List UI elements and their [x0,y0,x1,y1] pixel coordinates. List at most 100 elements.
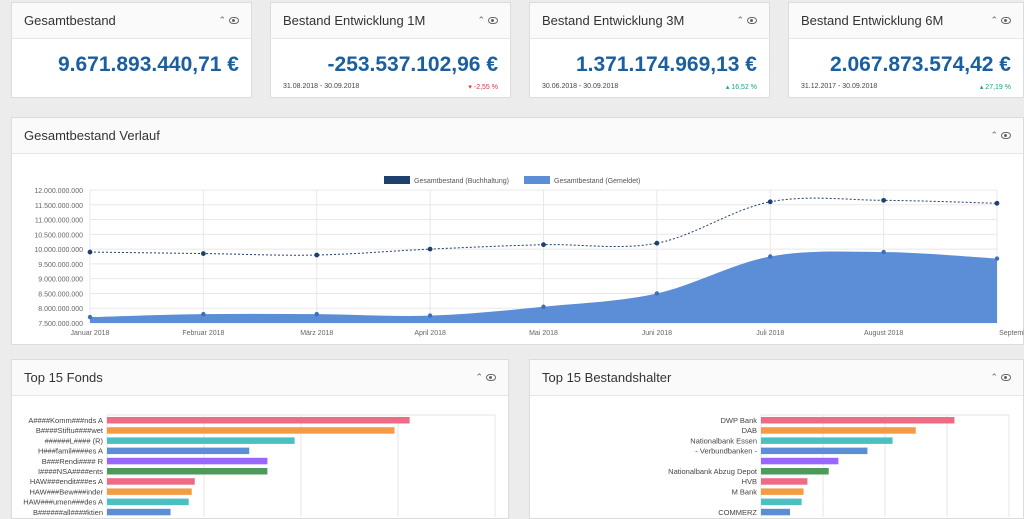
eye-icon[interactable] [488,17,498,24]
bar [761,417,955,424]
chevron-up-icon[interactable]: ⌃ [990,15,998,25]
bar-label: HVB [742,477,757,486]
top-fonds-panel: Top 15 Fonds ⌃ A####Komm###nds A B####Sti… [11,359,509,519]
x-tick-label: Januar 2018 [71,330,110,337]
bar [761,427,916,434]
bar-label: H###famil####es A [38,447,103,456]
bar [107,447,250,455]
legend-swatch [384,176,410,184]
y-tick-label: 10.500.000.000 [34,232,83,239]
fonds-bar-chart: A####Komm###nds AB####Stiftu####wet#####… [23,414,496,517]
chevron-up-icon[interactable]: ⌃ [475,372,483,382]
chevron-up-icon[interactable]: ⌃ [218,15,226,25]
chevron-up-icon[interactable]: ⌃ [736,15,744,25]
data-point [200,251,206,256]
data-point [87,249,93,255]
bar-label: Nationalbank Essen [690,436,757,445]
bar [107,478,195,485]
kpi-value: 2.067.873.574,42 € [829,53,1011,76]
bar-label: Nationalbank Abzug Depot [668,467,758,476]
data-point [201,311,206,317]
eye-icon[interactable] [229,17,239,24]
bar [107,427,395,434]
x-tick-label: September 2018 [999,330,1024,337]
data-point [541,304,546,309]
x-tick-label: März 2018 [300,330,333,337]
bar [107,457,268,465]
legend-swatch [524,176,550,184]
x-tick-label: August 2018 [864,330,903,337]
bar-label: DWP Bank [720,416,757,425]
top-halter-panel: Top 15 Bestandshalter ⌃ DWP Bank DAB Natio… [529,359,1024,519]
y-tick-label: 9.500.000.000 [38,262,83,269]
kpi-title: Bestand Entwicklung 6M [801,13,944,28]
kpi-value: 1.371.174.969,13 € [575,53,757,76]
bar [761,478,808,485]
bar-label: B######all####ktien [33,508,103,517]
data-point [87,314,93,320]
data-point [654,291,660,296]
bar-label: HAW###umen###des A [23,498,103,507]
y-tick-label: 8.000.000.000 [38,306,83,313]
chevron-up-icon[interactable]: ⌃ [990,372,998,382]
kpi-range: 31.12.2017 - 30.09.2018 [801,83,878,90]
data-point [768,254,773,259]
chevron-up-icon[interactable]: ⌃ [990,130,998,140]
bar [761,468,829,475]
data-point [314,311,319,317]
data-point [994,200,1000,206]
bar [107,468,268,475]
kpi-range: 30.06.2018 - 30.09.2018 [542,83,619,90]
eye-icon[interactable] [1001,17,1011,24]
kpi-title: Bestand Entwicklung 3M [542,13,685,28]
legend-label: Gesamtbestand (Gemeldet) [554,178,640,185]
bar [107,508,171,516]
bar [761,437,893,444]
bar [761,498,802,506]
y-tick-label: 7.500.000.000 [38,321,83,328]
x-tick-label: Mai 2018 [529,330,558,337]
eye-icon[interactable] [747,17,757,24]
bar [107,417,410,424]
data-point [314,252,320,258]
bar-label: B####Stiftu####wet [36,426,104,435]
x-tick-label: Februar 2018 [182,330,224,337]
data-point [427,313,433,318]
panel-title: Top 15 Fonds [24,370,103,385]
panel-title: Top 15 Bestandshalter [542,370,672,385]
kpi-card-gesamtbestand: Gesamtbestand ⌃ 9.671.893.440,71 € [11,2,252,98]
bar [761,488,804,495]
bar [107,488,192,495]
data-point [427,246,433,252]
eye-icon[interactable] [486,374,496,381]
bar-label: - Verbundbanken - [695,447,757,456]
kpi-range: 31.08.2018 - 30.09.2018 [283,83,360,90]
bar-label: ######L#### (R) [45,436,104,445]
kpi-title: Gesamtbestand [24,13,116,28]
bar [107,498,189,506]
bar [107,437,295,444]
kpi-card-3m: Bestand Entwicklung 3M ⌃ 1.371.174.969,1… [529,2,770,98]
bar [761,508,791,516]
data-point [654,240,660,246]
bar-label: HAW###Bew###inder [29,487,103,496]
kpi-value: -253.537.102,96 € [327,53,498,76]
verlauf-panel: Gesamtbestand Verlauf ⌃ Gesamtbestand (B… [11,117,1024,345]
data-point [994,256,1000,261]
x-tick-label: Juni 2018 [642,330,672,337]
legend-label: Gesamtbestand (Buchhaltung) [414,178,509,185]
y-tick-label: 11.500.000.000 [35,203,83,210]
kpi-value: 9.671.893.440,71 € [57,53,239,76]
kpi-card-6m: Bestand Entwicklung 6M ⌃ 2.067.873.574,4… [788,2,1024,98]
y-tick-label: 11.000.000.000 [35,218,83,225]
x-tick-label: April 2018 [414,330,446,337]
eye-icon[interactable] [1001,132,1011,139]
chevron-up-icon[interactable]: ⌃ [477,15,485,25]
kpi-change: ▴ 27,19 % [979,84,1011,91]
eye-icon[interactable] [1001,374,1011,381]
data-point [881,249,886,255]
panel-title: Gesamtbestand Verlauf [24,128,160,143]
bar-label: DAB [742,426,757,435]
data-point [767,199,773,205]
